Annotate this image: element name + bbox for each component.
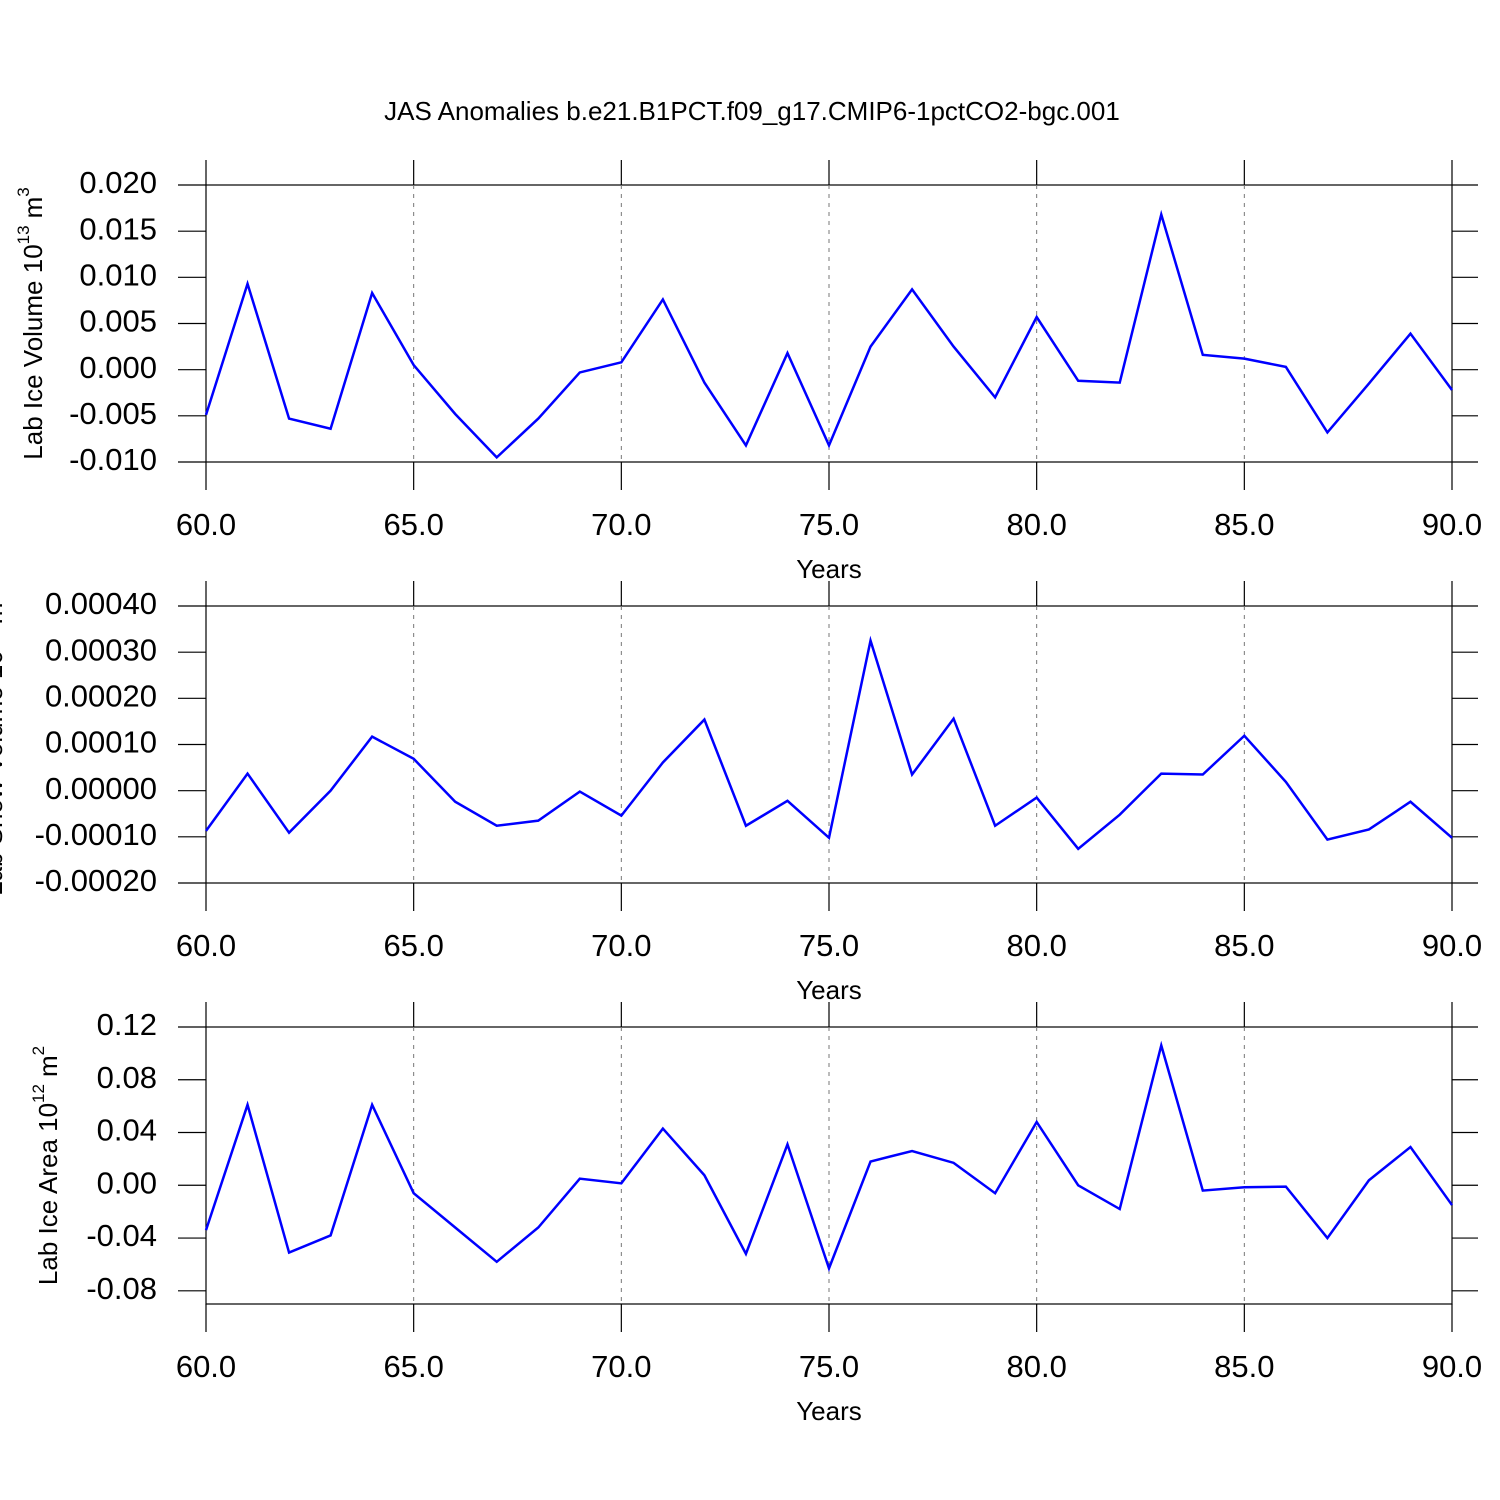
y-axis-label-part: Lab Ice Area 10 — [33, 1103, 63, 1285]
x-tick-label: 85.0 — [1214, 507, 1274, 542]
x-tick-label: 70.0 — [591, 928, 651, 963]
y-axis-label: Lab Ice Area 1012 m2 — [29, 1046, 62, 1285]
x-tick-label: 90.0 — [1422, 507, 1482, 542]
y-axis-label-exponent: 13 — [14, 225, 33, 244]
x-tick-label: 80.0 — [1006, 928, 1066, 963]
data-line — [204, 209, 1454, 460]
y-tick-label: 0.00030 — [45, 632, 157, 667]
y-tick-label: -0.04 — [86, 1218, 157, 1253]
x-tick-label: 85.0 — [1214, 928, 1274, 963]
x-tick-label: 85.0 — [1214, 1349, 1274, 1384]
y-tick-label: -0.010 — [69, 442, 157, 477]
x-axis-label: Years — [796, 1396, 862, 1426]
panel: 60.0 65.0 70.0 75.0 80.0 85.0 90.0 -0.08 -0.04 0.… — [29, 1002, 1482, 1426]
y-axis-label-exponent: 3 — [14, 187, 33, 196]
y-axis-label: Lab Ice Volume 1013 m3 — [14, 187, 47, 459]
data-line — [204, 1040, 1454, 1273]
x-tick-label: 60.0 — [176, 928, 236, 963]
y-tick-label: 0.015 — [79, 211, 157, 246]
panel: 60.0 65.0 70.0 75.0 80.0 85.0 90.0 -0.00020 -0.0… — [0, 581, 1482, 1005]
y-tick-label: 0.04 — [97, 1113, 157, 1148]
y-tick-label: 0.00 — [97, 1165, 157, 1200]
y-axis-label-exponent: 2 — [29, 1046, 48, 1055]
y-tick-label: -0.00010 — [35, 817, 157, 852]
y-tick-label: -0.00020 — [35, 863, 157, 898]
x-tick-label: 90.0 — [1422, 928, 1482, 963]
x-tick-label: 80.0 — [1006, 507, 1066, 542]
y-axis-label-part: m — [18, 197, 48, 219]
y-tick-label: -0.005 — [69, 396, 157, 431]
y-tick-label: 0.00010 — [45, 725, 157, 760]
x-tick-label: 90.0 — [1422, 1349, 1482, 1384]
x-tick-label: 65.0 — [383, 507, 443, 542]
y-tick-label: 0.00020 — [45, 679, 157, 714]
x-axis-label: Years — [796, 554, 862, 584]
x-axis-label: Years — [796, 975, 862, 1005]
y-axis-label-exponent: 12 — [29, 1084, 48, 1103]
x-tick-label: 75.0 — [799, 1349, 859, 1384]
y-tick-label: 0.000 — [79, 350, 157, 385]
y-axis-label: Lab Snow Volume 1013m3 — [0, 593, 8, 896]
y-axis-label-part: Lab Ice Volume 10 — [18, 244, 48, 459]
y-tick-label: 0.08 — [97, 1060, 157, 1095]
y-tick-label: 0.005 — [79, 304, 157, 339]
x-tick-label: 60.0 — [176, 507, 236, 542]
y-tick-label: -0.08 — [86, 1271, 157, 1306]
x-tick-label: 65.0 — [383, 928, 443, 963]
y-tick-label: 0.12 — [97, 1007, 157, 1042]
x-tick-label: 80.0 — [1006, 1349, 1066, 1384]
y-axis-label-part: m — [33, 1055, 63, 1077]
y-tick-label: 0.010 — [79, 258, 157, 293]
figure-title: JAS Anomalies b.e21.B1PCT.f09_g17.CMIP6-… — [384, 96, 1120, 126]
y-tick-label: 0.00040 — [45, 586, 157, 621]
x-tick-label: 75.0 — [799, 928, 859, 963]
x-tick-label: 70.0 — [591, 1349, 651, 1384]
y-axis-label-part: m — [0, 603, 8, 625]
y-tick-label: 0.020 — [79, 165, 157, 200]
panel: 60.0 65.0 70.0 75.0 80.0 85.0 90.0 -0.010 -0.005… — [14, 160, 1482, 584]
y-axis-label-part: Lab Snow Volume 10 — [0, 650, 8, 896]
data-line — [204, 635, 1453, 851]
x-tick-label: 65.0 — [383, 1349, 443, 1384]
x-tick-label: 70.0 — [591, 507, 651, 542]
x-tick-label: 60.0 — [176, 1349, 236, 1384]
x-tick-label: 75.0 — [799, 507, 859, 542]
y-tick-label: 0.00000 — [45, 771, 157, 806]
